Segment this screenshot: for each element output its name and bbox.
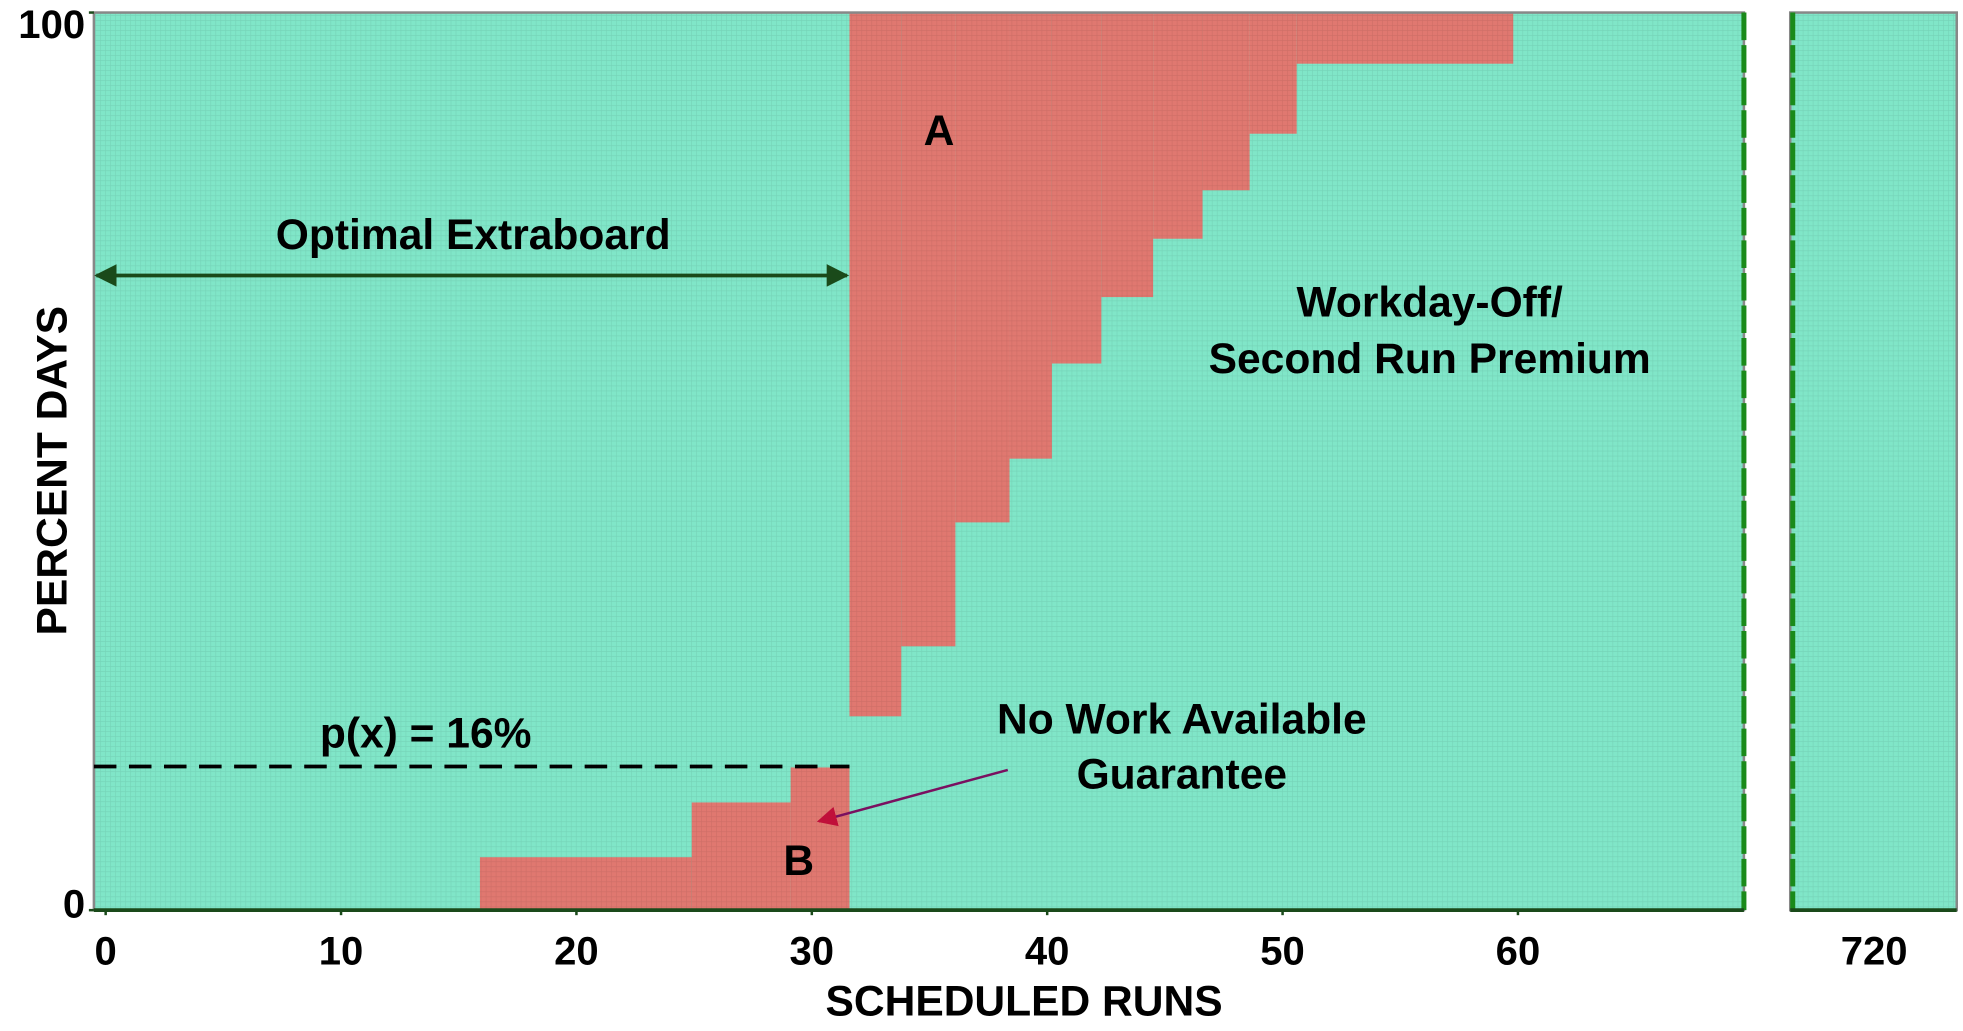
annotation: Guarantee bbox=[1077, 751, 1287, 799]
step-texture bbox=[1101, 12, 1154, 298]
step-texture bbox=[1296, 12, 1514, 64]
y-tick-label: 0 bbox=[63, 883, 85, 927]
region-label: B bbox=[783, 837, 814, 885]
x-tick-label: 40 bbox=[1025, 930, 1070, 974]
x-tick-label: 20 bbox=[554, 930, 599, 974]
annotation: Second Run Premium bbox=[1209, 335, 1651, 383]
annotation: No Work Available bbox=[997, 696, 1367, 744]
annotation: Optimal Extraboard bbox=[276, 211, 671, 259]
break-texture bbox=[1790, 12, 1957, 911]
step-texture bbox=[1153, 12, 1203, 239]
step-texture bbox=[790, 767, 850, 911]
x-tick-label: 30 bbox=[790, 930, 835, 974]
step-texture bbox=[955, 12, 1010, 523]
y-tick-label: 100 bbox=[18, 3, 85, 47]
step-texture bbox=[1202, 12, 1250, 191]
step-texture bbox=[479, 857, 692, 911]
step-texture bbox=[849, 12, 902, 717]
x-tick-label: 720 bbox=[1841, 930, 1908, 974]
region-label: A bbox=[924, 107, 955, 155]
step-texture bbox=[1249, 12, 1297, 134]
y-axis-label: PERCENT DAYS bbox=[28, 306, 76, 635]
step-texture bbox=[691, 802, 791, 911]
x-tick-label: 0 bbox=[95, 930, 117, 974]
x-tick-label: 50 bbox=[1260, 930, 1305, 974]
threshold-label: p(x) = 16% bbox=[320, 710, 532, 758]
step-texture bbox=[1009, 12, 1052, 459]
step-texture bbox=[901, 12, 956, 647]
x-axis-label: SCHEDULED RUNS bbox=[825, 977, 1222, 1025]
annotation-arrow bbox=[816, 768, 1009, 827]
annotation: Workday-Off/ bbox=[1297, 279, 1564, 327]
x-tick-label: 60 bbox=[1496, 930, 1541, 974]
x-tick-label: 10 bbox=[319, 930, 364, 974]
step-texture bbox=[1051, 12, 1102, 364]
